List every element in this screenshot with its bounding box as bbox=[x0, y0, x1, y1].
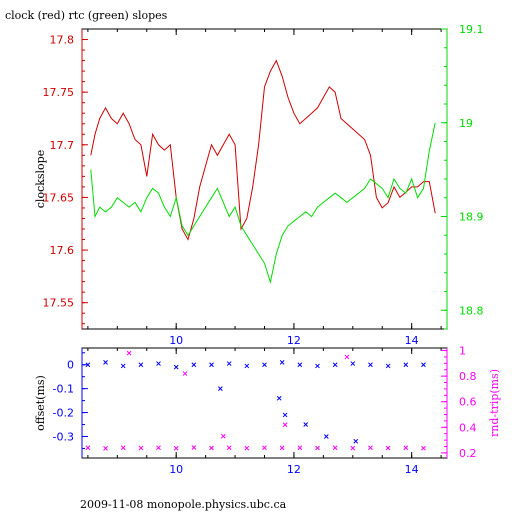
offset-point bbox=[85, 362, 91, 368]
plot-frame bbox=[81, 28, 448, 330]
y-tick-label: 17.55 bbox=[43, 297, 75, 310]
y-tick-label: 17.7 bbox=[50, 139, 75, 152]
x-tick-label: 12 bbox=[287, 334, 301, 347]
rndtrip-point bbox=[126, 350, 132, 356]
y2-tick-label: 19.1 bbox=[459, 23, 484, 36]
x-tick-label: 14 bbox=[405, 463, 419, 476]
offset-point bbox=[323, 434, 329, 439]
bottom-plot-area: 10 12 14 0 -0.1 -0.2 -0.3 0.2 0.4 0.6 0.8 1 offset(m… bbox=[34, 345, 501, 476]
y2-tick-label: 19 bbox=[459, 117, 473, 130]
rtc-slope-line bbox=[90, 122, 436, 285]
y2-tick-label: 1 bbox=[459, 345, 466, 358]
offset-point bbox=[421, 362, 426, 368]
y2-tick-label: 0.2 bbox=[459, 447, 477, 460]
x-tick-label: 10 bbox=[169, 463, 183, 476]
x-tick-label: 12 bbox=[287, 463, 301, 476]
rndtrip-point bbox=[85, 445, 91, 451]
offset-point bbox=[315, 363, 320, 369]
offset-point bbox=[191, 362, 197, 368]
rndtrip-point bbox=[103, 446, 108, 451]
rndtrip-point bbox=[209, 445, 214, 451]
offset-point bbox=[103, 359, 108, 365]
offset-point bbox=[120, 363, 126, 369]
rndtrip-point bbox=[182, 371, 188, 376]
footer-caption: 2009-11-08 monopole.physics.ubc.ca bbox=[80, 498, 287, 511]
offset-point bbox=[303, 422, 309, 427]
y-tick-label: 17.8 bbox=[50, 34, 75, 47]
y-tick-label: -0.2 bbox=[53, 407, 74, 420]
rndtrip-point bbox=[244, 445, 250, 451]
offset-point bbox=[368, 362, 373, 368]
y-tick-label: -0.3 bbox=[53, 430, 74, 443]
rndtrip-point bbox=[385, 445, 391, 451]
rndtrip-point bbox=[262, 445, 267, 451]
y2-tick-label: 18.8 bbox=[459, 304, 484, 317]
y2-tick-label: 0.4 bbox=[459, 421, 477, 434]
offset-point bbox=[217, 386, 223, 392]
y-tick-label: 0 bbox=[67, 359, 74, 372]
rndtrip-point bbox=[350, 445, 356, 451]
rndtrip-point bbox=[368, 445, 373, 451]
rndtrip-point bbox=[226, 445, 232, 451]
y-tick-label: -0.1 bbox=[53, 383, 74, 396]
clock-slope-line bbox=[90, 59, 436, 241]
offset-point bbox=[332, 362, 338, 368]
rndtrip-point bbox=[279, 445, 285, 451]
rndtrip-point bbox=[332, 445, 338, 451]
offset-point bbox=[403, 362, 409, 368]
rndtrip-point bbox=[297, 445, 303, 451]
offset-point bbox=[156, 361, 161, 366]
y2-tick-label: 0.6 bbox=[459, 396, 477, 409]
rndtrip-point bbox=[191, 445, 197, 450]
offset-point bbox=[297, 362, 303, 368]
x-tick-label: 14 bbox=[405, 334, 419, 347]
offset-point bbox=[385, 363, 391, 369]
offset-point bbox=[173, 364, 179, 370]
rndtrip-point bbox=[403, 445, 409, 451]
rndtrip-point bbox=[344, 354, 350, 360]
rndtrip-point bbox=[120, 445, 126, 451]
offset-point bbox=[282, 412, 288, 418]
offset-point bbox=[226, 361, 232, 366]
offset-point bbox=[262, 362, 267, 368]
rndtrip-point bbox=[173, 445, 179, 451]
y2-tick-label: 0.8 bbox=[459, 370, 477, 383]
y-tick-label: 17.6 bbox=[50, 244, 75, 257]
offset-point bbox=[279, 359, 285, 365]
y-axis-title: offset(ms) bbox=[34, 375, 47, 431]
offset-point bbox=[138, 362, 144, 368]
y-tick-label: 17.65 bbox=[43, 191, 75, 204]
y-axis-title: clockslope bbox=[34, 150, 47, 208]
rndtrip-point bbox=[282, 422, 288, 428]
rndtrip-point bbox=[156, 445, 161, 451]
offset-point bbox=[353, 438, 359, 444]
offset-point bbox=[276, 395, 282, 401]
rndtrip-point bbox=[220, 433, 226, 439]
y-tick-label: 17.75 bbox=[43, 86, 75, 99]
y2-tick-label: 18.9 bbox=[459, 211, 484, 224]
offset-point bbox=[209, 362, 214, 368]
top-plot-area: 10 12 14 17.55 17.6 17.65 17.7 17.75 17.8 18.8 18.… bbox=[34, 23, 484, 347]
offset-point bbox=[350, 361, 356, 366]
offset-point bbox=[244, 363, 250, 369]
rndtrip-point bbox=[138, 445, 144, 451]
y2-axis-title: rnd-trip(ms) bbox=[488, 369, 501, 437]
rndtrip-point bbox=[421, 445, 426, 451]
rndtrip-point bbox=[315, 445, 320, 451]
chart-title: clock (red) rtc (green) slopes bbox=[5, 9, 168, 22]
x-tick-label: 10 bbox=[169, 334, 183, 347]
